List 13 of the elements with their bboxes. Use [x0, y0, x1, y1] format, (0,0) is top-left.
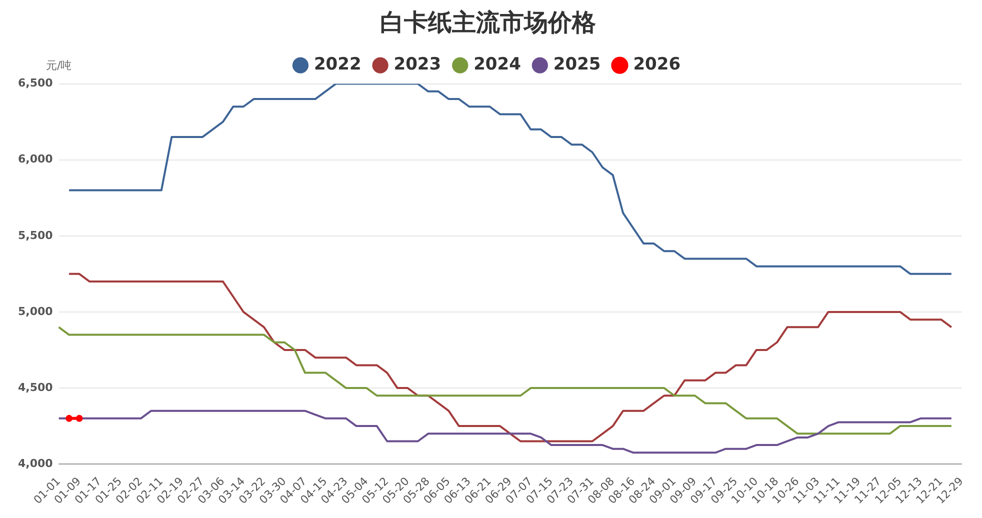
y-axis-title: 元/吨 — [46, 59, 72, 72]
y-tick-label: 5,500 — [18, 228, 54, 242]
legend-label: 2022 — [314, 54, 362, 75]
legend-label: 2025 — [553, 54, 601, 75]
y-tick-label: 6,500 — [18, 76, 54, 90]
y-tick-label: 4,000 — [18, 456, 54, 470]
y-tick-label: 6,000 — [18, 152, 54, 166]
legend-label: 2024 — [474, 54, 522, 75]
legend-label: 2026 — [633, 54, 681, 75]
chart-title: 白卡纸主流市场价格 — [380, 8, 597, 37]
legend-label: 2023 — [394, 54, 442, 75]
y-tick-label: 4,500 — [18, 380, 54, 394]
y-tick-label: 5,000 — [18, 304, 54, 318]
